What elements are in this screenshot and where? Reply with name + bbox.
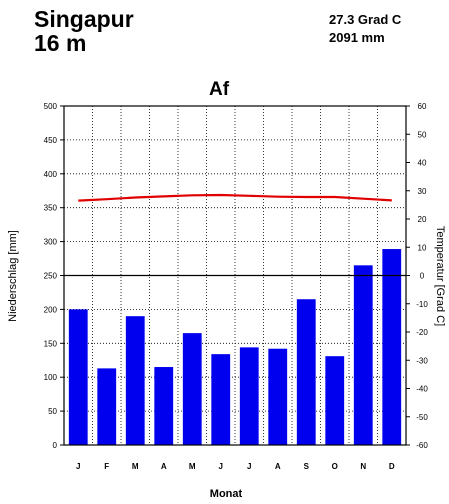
precipitation-bar bbox=[68, 309, 88, 445]
y-right-tick-label: -20 bbox=[416, 328, 428, 337]
x-tick-label: S bbox=[304, 462, 310, 471]
y-right-tick-label: -40 bbox=[416, 385, 428, 394]
precipitation-bar bbox=[382, 249, 402, 445]
y-left-tick-label: 450 bbox=[44, 136, 58, 145]
y-left-tick-label: 500 bbox=[44, 102, 58, 111]
y-right-tick-label: -10 bbox=[416, 300, 428, 309]
x-tick-label: M bbox=[132, 462, 139, 471]
y-right-tick-label: 10 bbox=[418, 243, 427, 252]
station-name: Singapur bbox=[34, 6, 134, 32]
y-left-tick-label: 400 bbox=[44, 170, 58, 179]
y-right-tick-label: 20 bbox=[418, 215, 427, 224]
y-left-tick-label: 250 bbox=[44, 272, 58, 281]
x-tick-label: D bbox=[389, 462, 395, 471]
y-right-tick-label: -30 bbox=[416, 356, 428, 365]
y-left-tick-label: 200 bbox=[44, 305, 58, 314]
x-tick-label: A bbox=[161, 462, 167, 471]
y-left-tick-label: 150 bbox=[44, 339, 58, 348]
y-left-tick-label: 300 bbox=[44, 238, 58, 247]
axes: 050100150200250300350400450500-60-50-40-… bbox=[44, 102, 429, 471]
y-left-tick-label: 350 bbox=[44, 204, 58, 213]
precipitation-bar bbox=[125, 316, 145, 445]
y-left-tick-label: 50 bbox=[48, 407, 57, 416]
y-right-tick-label: 0 bbox=[420, 272, 425, 281]
x-tick-label: O bbox=[332, 462, 338, 471]
x-tick-label: J bbox=[76, 462, 80, 471]
x-tick-label: A bbox=[275, 462, 281, 471]
station-elevation: 16 m bbox=[34, 30, 87, 56]
temperature-series-line bbox=[78, 193, 392, 202]
y-axis-right-label: Temperatur [Grad C] bbox=[434, 226, 446, 326]
x-tick-label: J bbox=[219, 462, 223, 471]
y-right-tick-label: 30 bbox=[418, 187, 427, 196]
x-tick-label: M bbox=[189, 462, 196, 471]
station-mean-temperature: 27.3 Grad C bbox=[329, 12, 402, 27]
x-axis-label: Monat bbox=[210, 488, 243, 500]
station-annual-precipitation: 2091 mm bbox=[329, 30, 385, 45]
precipitation-bar bbox=[268, 348, 288, 445]
y-right-tick-label: -50 bbox=[416, 413, 428, 422]
precipitation-bar bbox=[325, 356, 345, 445]
y-left-tick-label: 0 bbox=[53, 441, 58, 450]
x-tick-label: F bbox=[104, 462, 109, 471]
x-tick-label: J bbox=[247, 462, 251, 471]
y-right-tick-label: -60 bbox=[416, 441, 428, 450]
y-right-tick-label: 60 bbox=[418, 102, 427, 111]
precipitation-bar bbox=[97, 368, 117, 445]
y-right-tick-label: 40 bbox=[418, 159, 427, 168]
y-left-tick-label: 100 bbox=[44, 373, 58, 382]
precipitation-bar bbox=[211, 354, 231, 445]
y-axis-left-label: Niederschlag [mm] bbox=[7, 230, 19, 322]
chart-title: Af bbox=[209, 79, 230, 100]
x-tick-label: N bbox=[360, 462, 366, 471]
y-right-tick-label: 50 bbox=[418, 130, 427, 139]
precipitation-bar bbox=[296, 299, 316, 445]
precipitation-bars bbox=[68, 249, 402, 445]
precipitation-bar bbox=[239, 347, 259, 445]
precipitation-bar bbox=[353, 265, 373, 445]
temperature-line bbox=[78, 193, 392, 202]
precipitation-bar bbox=[182, 333, 202, 445]
precipitation-bar bbox=[154, 367, 174, 445]
